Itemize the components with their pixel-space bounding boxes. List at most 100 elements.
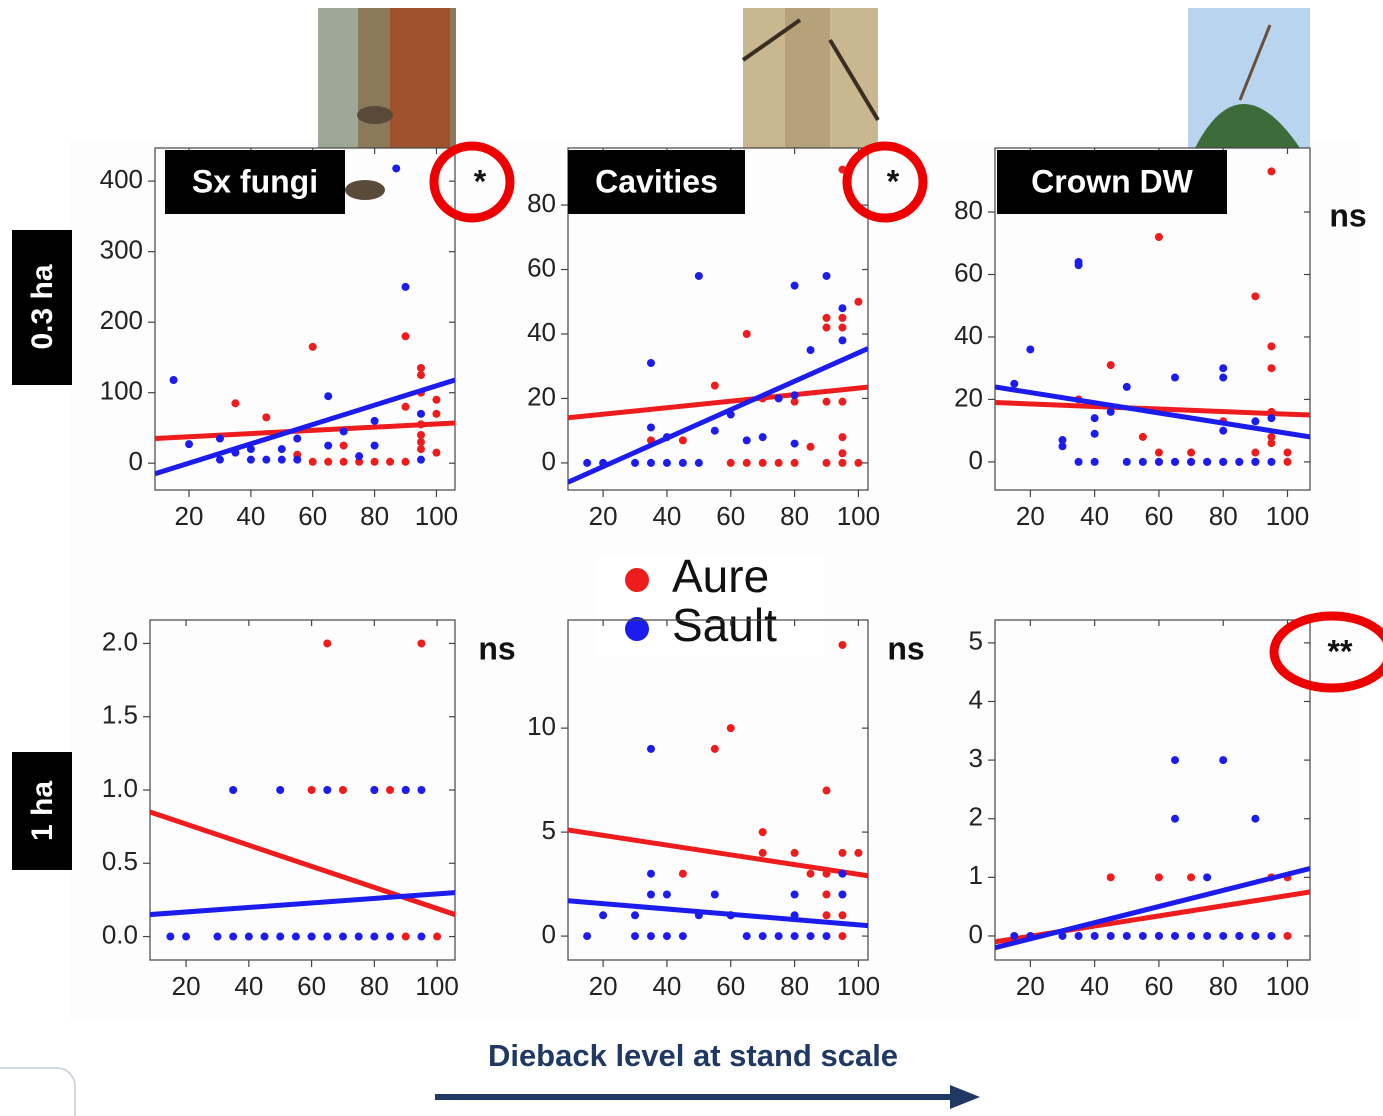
point [247,456,255,464]
x-tick-label: 20 [172,971,201,1001]
point [355,452,363,460]
point [759,459,767,467]
point [216,435,224,443]
x-tick-label: 40 [1080,971,1109,1001]
point [1075,261,1083,269]
x-tick-label: 60 [297,971,326,1001]
point [185,440,193,448]
point [838,304,846,312]
point [1123,458,1131,466]
point [370,933,378,941]
photo [743,8,878,148]
x-tick-label: 40 [236,501,265,531]
point [355,933,363,941]
y-tick-label: 0 [969,919,983,949]
point [1059,442,1067,450]
point [647,359,655,367]
y-tick-label: 2.0 [102,626,138,656]
point [1123,383,1131,391]
x-tick-label: 60 [1144,501,1173,531]
point [631,932,639,940]
point [417,438,425,446]
point [402,933,410,941]
x-tick-label: 60 [1144,971,1173,1001]
x-axis-label: Dieback level at stand scale [488,1038,898,1073]
point [324,392,332,400]
point [838,911,846,919]
point [340,427,348,435]
point [324,442,332,450]
point [791,932,799,940]
point [1187,458,1195,466]
point [1235,932,1243,940]
point [1235,458,1243,466]
point [170,376,178,384]
point [663,932,671,940]
point [417,371,425,379]
point [1267,364,1275,372]
point [759,828,767,836]
point [1219,756,1227,764]
point [339,933,347,941]
significance: * [887,163,900,199]
point [324,458,332,466]
point [791,849,799,857]
point [339,786,347,794]
point [1187,873,1195,881]
point [807,870,815,878]
y-tick-label: 2 [969,802,983,832]
y-tick-label: 80 [527,188,556,218]
point [631,459,639,467]
point [371,458,379,466]
point [1203,932,1211,940]
point [1219,427,1227,435]
significance: ns [478,630,515,666]
point [402,332,410,340]
x-tick-label: 20 [589,501,618,531]
y-tick-label: 0 [129,446,143,476]
y-tick-label: 400 [100,164,143,194]
legend-marker [625,568,649,592]
point [791,391,799,399]
point [679,436,687,444]
y-tick-label: 0.5 [102,846,138,876]
point [1155,932,1163,940]
point [631,911,639,919]
point [1267,342,1275,350]
point [823,459,831,467]
point [775,394,783,402]
point [1267,458,1275,466]
y-tick-label: 4 [969,684,983,714]
point [807,346,815,354]
point [432,396,440,404]
x-tick-label: 100 [415,501,458,531]
point [293,435,301,443]
point [775,932,783,940]
point [323,933,331,941]
point [386,786,394,794]
point [838,336,846,344]
point [1251,458,1259,466]
point [309,458,317,466]
y-tick-label: 60 [527,252,556,282]
point [417,431,425,439]
point [838,932,846,940]
point [838,449,846,457]
y-tick-label: 0.0 [102,919,138,949]
point [1267,167,1275,175]
point [229,786,237,794]
point [854,298,862,306]
point [583,932,591,940]
significance: * [474,163,487,199]
x-tick-label: 40 [652,501,681,531]
panel-title: Cavities [595,163,718,199]
point [417,786,425,794]
y-tick-label: 80 [954,195,983,225]
point [1219,458,1227,466]
point [340,442,348,450]
x-tick-label: 20 [1016,971,1045,1001]
point [1091,458,1099,466]
y-tick-label: 200 [100,305,143,335]
x-tick-label: 100 [1266,501,1309,531]
y-tick-label: 40 [527,317,556,347]
